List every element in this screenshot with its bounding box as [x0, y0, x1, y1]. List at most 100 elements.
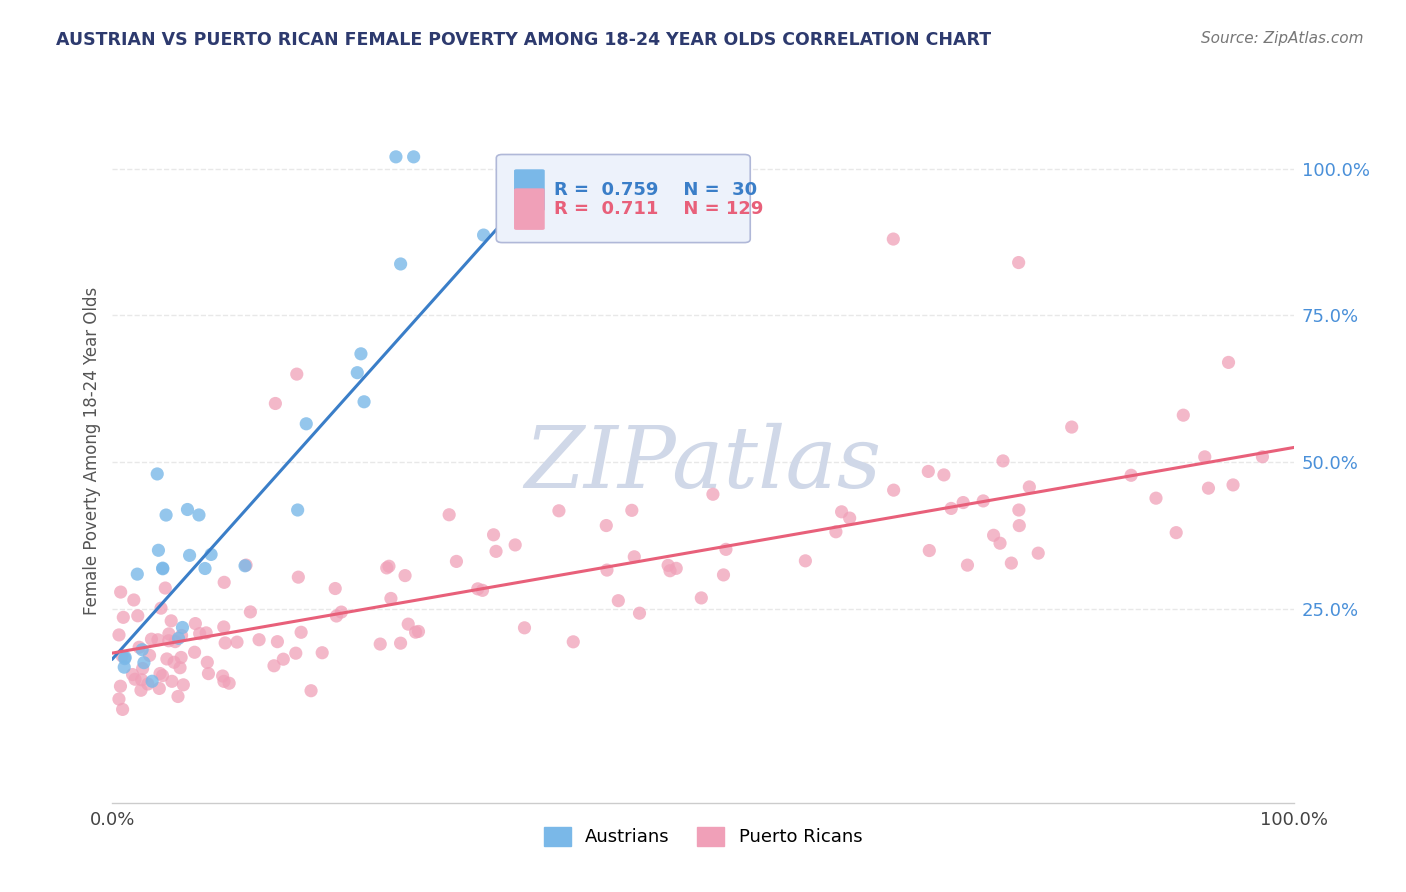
Text: R =  0.759    N =  30: R = 0.759 N = 30 — [554, 181, 758, 199]
Point — [112, 610, 135, 624]
Point — [114, 650, 136, 665]
Point — [176, 502, 198, 516]
Point — [471, 583, 494, 598]
Point — [1008, 503, 1031, 517]
Point — [659, 564, 682, 578]
Point — [150, 601, 173, 615]
Point — [110, 585, 132, 599]
Point — [1222, 478, 1244, 492]
Point — [831, 505, 853, 519]
Point — [160, 614, 183, 628]
Point — [163, 655, 186, 669]
Point — [165, 634, 187, 648]
Text: R =  0.711    N = 129: R = 0.711 N = 129 — [554, 200, 763, 219]
Point — [131, 642, 153, 657]
Point — [170, 650, 193, 665]
FancyBboxPatch shape — [515, 169, 544, 211]
Point — [595, 518, 617, 533]
Point — [218, 676, 240, 690]
Point — [657, 558, 679, 573]
Point — [467, 582, 489, 596]
Point — [353, 394, 375, 409]
Point — [172, 620, 194, 634]
Point — [141, 632, 163, 647]
Point — [882, 232, 904, 246]
Point — [330, 605, 353, 619]
Point — [160, 674, 183, 689]
Point — [167, 632, 190, 646]
Point — [548, 504, 571, 518]
Point — [157, 633, 180, 648]
Point — [620, 503, 643, 517]
Point — [952, 495, 974, 509]
Point — [167, 690, 190, 704]
Point — [607, 593, 630, 607]
Point — [396, 617, 419, 632]
Point — [264, 396, 287, 410]
Point — [287, 503, 309, 517]
Y-axis label: Female Poverty Among 18-24 Year Olds: Female Poverty Among 18-24 Year Olds — [83, 286, 101, 615]
Point — [825, 524, 848, 539]
Point — [155, 508, 177, 522]
Point — [155, 581, 177, 595]
Point — [285, 367, 308, 381]
Point — [437, 508, 460, 522]
Point — [713, 568, 735, 582]
Point — [132, 656, 155, 670]
Point — [368, 637, 391, 651]
Point — [1173, 408, 1195, 422]
Point — [183, 645, 205, 659]
Point — [169, 661, 191, 675]
Point — [350, 347, 373, 361]
Point — [146, 632, 169, 647]
Point — [290, 625, 312, 640]
Text: ZIPatlas: ZIPatlas — [524, 423, 882, 506]
Point — [972, 494, 994, 508]
Point — [146, 467, 169, 481]
Point — [149, 666, 172, 681]
Point — [184, 616, 207, 631]
Point — [188, 508, 211, 522]
Point — [271, 652, 294, 666]
Point — [110, 679, 132, 693]
Point — [1251, 450, 1274, 464]
Point — [194, 561, 217, 575]
Point — [152, 562, 174, 576]
Point — [325, 609, 347, 624]
Point — [485, 544, 508, 558]
Point — [188, 626, 211, 640]
Point — [375, 561, 398, 575]
Point — [623, 549, 645, 564]
Point — [378, 559, 401, 574]
Text: Source: ZipAtlas.com: Source: ZipAtlas.com — [1201, 31, 1364, 46]
Point — [266, 634, 288, 648]
Point — [284, 646, 307, 660]
FancyBboxPatch shape — [496, 154, 751, 243]
Point — [1218, 355, 1240, 369]
Point — [170, 628, 193, 642]
Point — [152, 668, 174, 682]
Point — [380, 591, 402, 606]
Point — [1166, 525, 1188, 540]
Point — [562, 635, 585, 649]
Point — [172, 678, 194, 692]
Point — [838, 511, 860, 525]
Point — [918, 543, 941, 558]
Point — [408, 624, 430, 639]
Point — [127, 608, 149, 623]
Point — [247, 632, 270, 647]
Point — [122, 593, 145, 607]
Point — [1060, 420, 1083, 434]
Point — [956, 558, 979, 573]
Point — [1194, 450, 1216, 464]
Point — [405, 625, 427, 640]
Point — [295, 417, 318, 431]
FancyBboxPatch shape — [515, 188, 544, 230]
Point — [1144, 491, 1167, 506]
Point — [402, 150, 425, 164]
Point — [932, 467, 955, 482]
Point — [596, 563, 619, 577]
Point — [385, 150, 408, 164]
Point — [128, 640, 150, 655]
Point — [121, 667, 143, 681]
